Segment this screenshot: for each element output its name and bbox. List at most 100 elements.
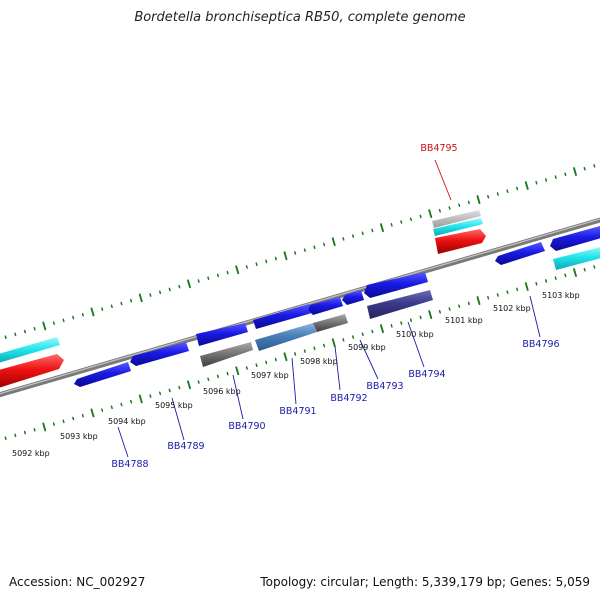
accession-label: Accession: NC_002927 (9, 575, 146, 589)
minor-tick (496, 293, 499, 297)
gene-label-bb4791[interactable]: BB4791 (279, 406, 316, 417)
page-title: Bordetella bronchiseptica RB50, complete… (134, 10, 466, 25)
minor-tick (4, 436, 7, 440)
gene-bb4793[interactable] (342, 290, 364, 305)
major-tick (187, 279, 191, 289)
minor-tick (101, 408, 104, 412)
minor-tick (544, 279, 548, 283)
minor-tick (583, 267, 586, 272)
minor-tick (487, 194, 490, 199)
minor-tick (313, 346, 316, 351)
minor-tick (245, 265, 248, 269)
gene-label-bb4788[interactable]: BB4788 (111, 459, 148, 470)
gene-right-cyan[interactable] (553, 246, 600, 270)
gene-bb4795-cyan[interactable] (433, 218, 483, 236)
tick-label-5100: 5100 kbp (396, 330, 434, 339)
minor-tick (400, 220, 403, 224)
tick-label-5092: 5092 kbp (12, 449, 50, 458)
minor-tick (197, 380, 200, 384)
minor-tick (197, 279, 200, 283)
minor-tick (72, 315, 75, 320)
major-tick (235, 265, 240, 275)
gene-bb4795-gray[interactable] (432, 210, 481, 228)
gene-gray-a[interactable] (200, 342, 253, 367)
tick-label-5102: 5102 kbp (493, 304, 531, 313)
minor-tick (216, 273, 220, 278)
gene-partial-cyan-left[interactable] (0, 337, 60, 364)
minor-tick (274, 357, 277, 362)
minor-tick (130, 298, 133, 303)
minor-tick (14, 332, 17, 337)
major-tick (428, 310, 433, 320)
tick-label-5094: 5094 kbp (108, 417, 146, 426)
gene-label-bb4794[interactable]: BB4794 (408, 369, 445, 380)
minor-tick (81, 413, 84, 418)
major-tick (235, 366, 240, 376)
minor-tick (255, 262, 258, 266)
minor-tick (400, 321, 403, 325)
minor-tick (120, 402, 123, 407)
minor-tick (342, 338, 345, 342)
tick-label-5099: 5099 kbp (348, 343, 386, 352)
minor-tick (564, 172, 567, 177)
gene-label-bb4796[interactable]: BB4796 (522, 339, 559, 350)
major-tick (187, 380, 191, 390)
gene-navy[interactable] (367, 290, 433, 319)
minor-tick (52, 321, 55, 325)
minor-tick (226, 270, 229, 275)
minor-tick (216, 374, 220, 379)
major-tick (573, 268, 577, 277)
minor-tick (351, 335, 355, 339)
gene-bb4794[interactable] (364, 272, 428, 298)
gene-gray-b[interactable] (313, 314, 348, 332)
minor-tick (294, 352, 297, 356)
minor-tick (149, 394, 152, 398)
minor-tick (390, 223, 393, 227)
major-tick (524, 181, 529, 190)
minor-tick (516, 287, 519, 292)
minor-tick (52, 422, 55, 426)
gene-label-bb4795[interactable]: BB4795 (420, 143, 457, 154)
minor-tick (265, 360, 268, 365)
minor-tick (33, 427, 36, 432)
minor-tick (419, 315, 422, 320)
gene-label-bb4793[interactable]: BB4793 (366, 381, 403, 392)
major-tick (90, 408, 95, 418)
major-tick (283, 251, 288, 261)
minor-tick (323, 242, 326, 247)
tick-label-5096: 5096 kbp (203, 387, 241, 396)
minor-tick (130, 399, 133, 404)
gene-label-bb4792[interactable]: BB4792 (330, 393, 367, 404)
gene-right-blue-a[interactable] (495, 242, 545, 265)
minor-tick (458, 203, 461, 208)
minor-tick (593, 164, 596, 168)
gene-label-bb4789[interactable]: BB4789 (167, 441, 204, 452)
minor-tick (245, 366, 248, 370)
minor-tick (438, 209, 441, 213)
gene-bb4791[interactable] (253, 304, 312, 329)
major-tick (138, 293, 143, 303)
minor-tick (448, 206, 451, 210)
gene-bb4789[interactable] (130, 342, 189, 366)
major-tick (283, 352, 288, 362)
gene-steel-composite[interactable] (255, 323, 317, 351)
minor-tick (516, 186, 519, 191)
minor-tick (419, 214, 422, 219)
gene-bb4790[interactable] (196, 323, 248, 346)
gene-bb4795[interactable] (435, 229, 486, 254)
gene-bb4796[interactable] (550, 226, 600, 251)
gene-bb4792[interactable] (308, 297, 343, 315)
gene-partial-red-left[interactable] (0, 354, 64, 389)
gene-label-bb4790[interactable]: BB4790 (228, 421, 265, 432)
minor-tick (81, 312, 84, 317)
major-tick (476, 195, 481, 205)
minor-tick (361, 231, 364, 236)
minor-tick (158, 290, 162, 295)
minor-tick (496, 192, 499, 196)
minor-tick (487, 295, 490, 300)
minor-tick (554, 276, 557, 280)
minor-tick (390, 324, 393, 328)
major-tick (573, 167, 577, 176)
minor-tick (120, 301, 123, 306)
gene-bb4788[interactable] (74, 362, 131, 387)
